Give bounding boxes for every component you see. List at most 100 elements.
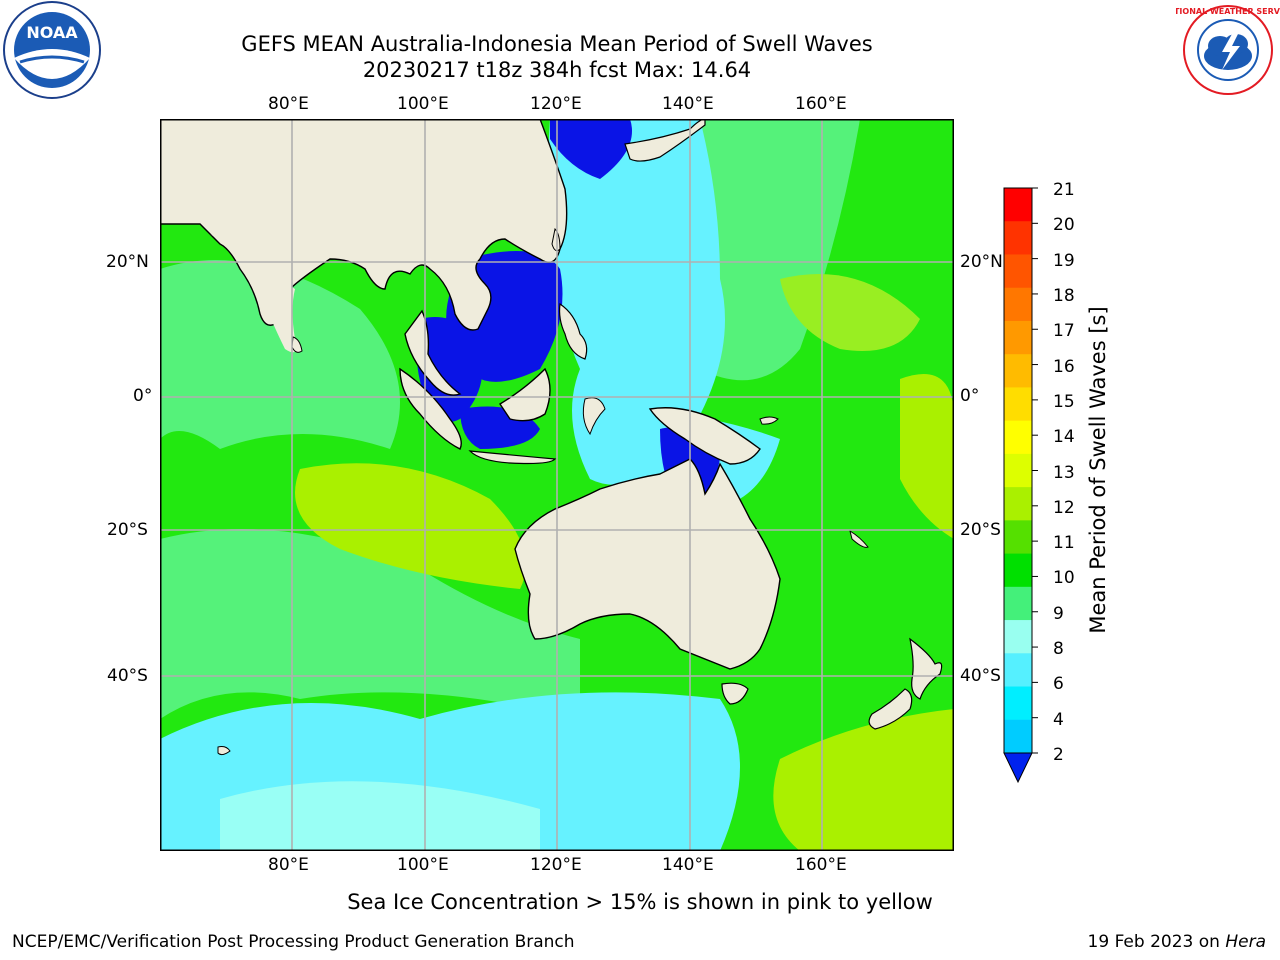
colorbar-segment	[1004, 387, 1032, 422]
yellow-green-zone	[780, 274, 920, 351]
lon-label-bottom: 120°E	[530, 855, 582, 875]
land-sumatra	[399, 367, 462, 450]
lon-label-top: 80°E	[268, 94, 309, 114]
colorbar	[1000, 186, 1040, 786]
lat-label-right: 40°S	[960, 666, 1001, 686]
land-malay-peninsula	[404, 309, 462, 396]
lon-label-bottom: 80°E	[268, 855, 309, 875]
colorbar-segment	[1004, 420, 1032, 455]
colorbar-tick-label: 2	[1053, 745, 1064, 765]
map-subtitle: 20230217 t18z 384h fcst Max: 14.64	[362, 58, 752, 82]
lon-label-top: 120°E	[530, 94, 582, 114]
land-philippines	[558, 302, 588, 360]
lon-label-top: 140°E	[662, 94, 714, 114]
colorbar-tick-label: 13	[1053, 462, 1075, 483]
colorbar-label: Mean Period of Swell Waves [s]	[1086, 306, 1110, 634]
colorbar-tick-label: 15	[1053, 391, 1075, 412]
colorbar-segment	[1004, 487, 1032, 521]
colorbar-tick-label: 9	[1053, 603, 1064, 624]
land-new-caledonia	[849, 529, 869, 548]
land-java	[468, 450, 557, 465]
lon-label-bottom: 140°E	[662, 855, 714, 875]
land-new-guinea	[648, 407, 761, 465]
colorbar-ticks: 21 20 19 18 17 16 15 14 13 12 11 10 9 8 6 4 2	[1050, 180, 1090, 780]
yellow-green-zone	[900, 374, 954, 539]
colorbar-tick-label: 19	[1053, 250, 1075, 271]
light-cyan-zone	[220, 781, 540, 851]
footer-credit: NCEP/EMC/Verification Post Processing Pr…	[12, 932, 575, 952]
colorbar-scale	[1003, 187, 1038, 784]
colorbar-tick-label: 20	[1053, 215, 1075, 236]
nws-logo-icon: NATIONAL WEATHER SERVICE	[1162, 2, 1280, 98]
footer-date-text: 19 Feb 2023 on	[1087, 932, 1226, 952]
lon-label-bottom: 160°E	[795, 855, 847, 875]
colorbar-tick-label: 11	[1053, 533, 1075, 554]
footer-date: 19 Feb 2023 on Hera	[1088, 932, 1266, 952]
land-new-zealand-south	[868, 688, 913, 730]
colorbar-segment	[1004, 553, 1032, 588]
land-sri-lanka	[291, 336, 303, 353]
land-tasmania	[721, 682, 749, 705]
colorbar-tick-label: 12	[1053, 497, 1075, 518]
nws-logo-text: NATIONAL WEATHER SERVICE	[1176, 7, 1280, 16]
colorbar-segment	[1004, 586, 1032, 621]
colorbar-extend-triangle	[1003, 752, 1033, 784]
lon-label-top: 160°E	[795, 94, 847, 114]
yellow-green-zone	[295, 463, 526, 589]
colorbar-segment	[1004, 188, 1032, 222]
lat-label-left: 20°S	[107, 520, 148, 540]
noaa-logo-text: NOAA	[26, 23, 78, 42]
lon-label-bottom: 100°E	[397, 855, 449, 875]
colorbar-segment	[1004, 287, 1032, 322]
lat-label-left: 0°	[133, 386, 153, 406]
colorbar-tick-label: 17	[1053, 321, 1075, 342]
gridlines	[160, 119, 954, 851]
colorbar-segment	[1004, 620, 1032, 654]
swell-period-map	[159, 118, 954, 851]
land-borneo	[499, 367, 551, 422]
land-india-fill	[210, 234, 297, 353]
yellow-green-zone	[773, 709, 954, 851]
lat-label-right: 0°	[960, 386, 980, 406]
lat-label-right: 20°S	[960, 520, 1001, 540]
colorbar-segment	[1004, 254, 1032, 289]
map-title: GEFS MEAN Australia-Indonesia Mean Perio…	[241, 32, 873, 56]
colorbar-tick-label: 8	[1053, 639, 1064, 660]
colorbar-segment	[1004, 520, 1032, 555]
land-japan	[624, 118, 706, 162]
land-sulawesi	[582, 397, 606, 436]
land-australia	[514, 458, 781, 670]
colorbar-tick-label: 18	[1053, 285, 1075, 306]
cyan-zone	[548, 119, 725, 485]
colorbar-segment	[1004, 453, 1032, 488]
land-kerguelen	[217, 746, 231, 756]
colorbar-segment	[1004, 719, 1032, 754]
colorbar-tick-label: 14	[1053, 427, 1075, 448]
lat-label-right: 20°N	[960, 252, 1003, 272]
colorbar-segment	[1004, 354, 1032, 388]
light-green-zone	[160, 529, 580, 719]
sea-ice-note: Sea Ice Concentration > 15% is shown in …	[347, 890, 933, 914]
colorbar-tick-label: 16	[1053, 356, 1075, 377]
lat-label-left: 40°S	[107, 666, 148, 686]
colorbar-segment	[1004, 686, 1032, 721]
map-panel	[159, 118, 954, 851]
colorbar-segment	[1004, 221, 1032, 255]
footer-host: Hera	[1225, 932, 1266, 952]
colorbar-segment	[1004, 320, 1032, 355]
colorbar-segment	[1004, 653, 1032, 688]
lat-label-left: 20°N	[106, 252, 149, 272]
map-frame	[160, 119, 954, 851]
colorbar-tick-label: 6	[1053, 674, 1064, 695]
colorbar-tick-label: 10	[1053, 568, 1075, 589]
noaa-logo: NOAA	[0, 0, 104, 100]
colorbar-tick-label: 4	[1053, 709, 1064, 730]
deep-blue-zone	[416, 317, 483, 423]
nws-logo: NATIONAL WEATHER SERVICE	[1162, 0, 1280, 100]
deep-blue-zone	[550, 119, 632, 179]
land-solomon-islands	[759, 416, 779, 425]
colorbar-tick-label: 21	[1053, 180, 1075, 200]
lon-label-top: 100°E	[397, 94, 449, 114]
noaa-logo-icon: NOAA	[3, 1, 101, 99]
light-green-zone	[160, 260, 400, 449]
